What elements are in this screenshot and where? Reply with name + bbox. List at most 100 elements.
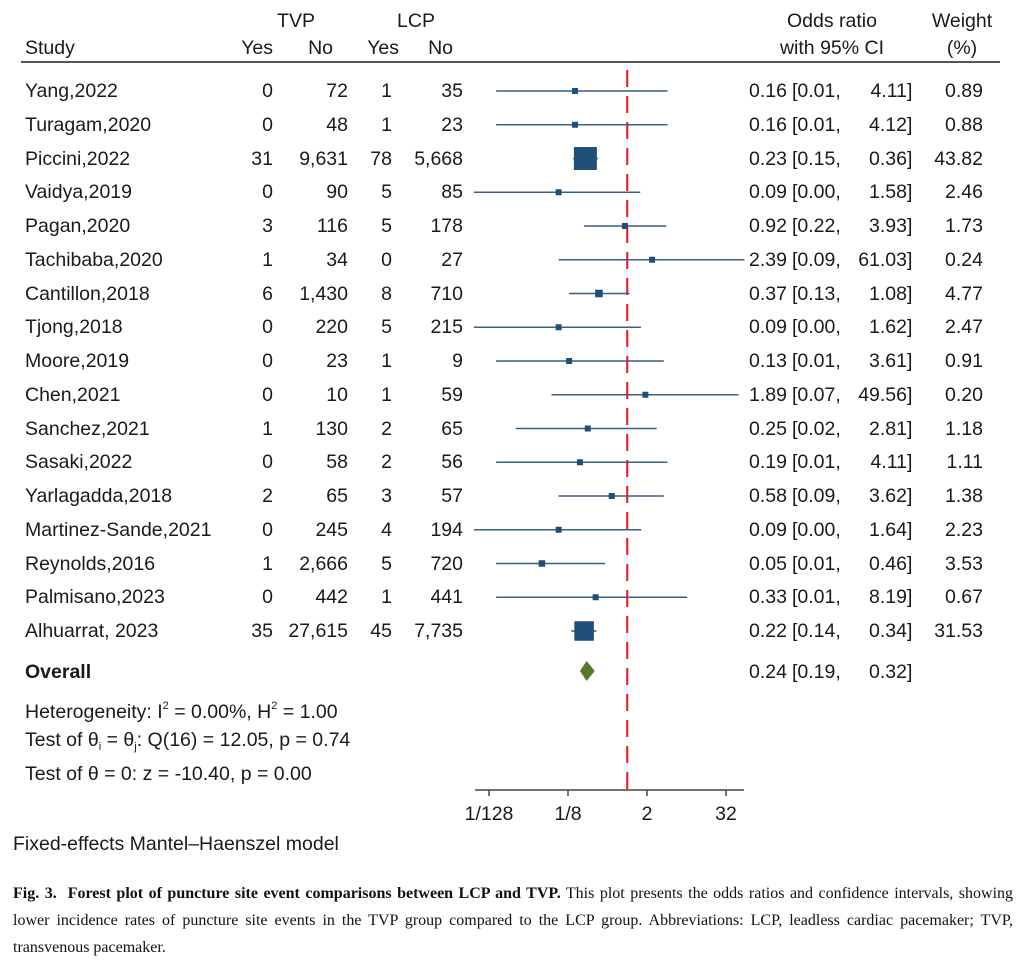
lcp-yes-cell: 1 [381,350,392,372]
lcp-yes-cell: 3 [381,485,392,507]
study-name: Yang,2022 [25,80,118,102]
study-marker [621,223,628,229]
lcp-no-cell: 35 [441,80,463,102]
tvp-yes-cell: 0 [262,451,273,474]
lcp-yes-cell: 5 [381,316,392,339]
study-marker [555,324,562,331]
ci-bracket: ] [907,350,913,372]
study-name: Piccini,2022 [25,147,131,170]
ci-upper: 8.19 [869,586,907,609]
study-marker [584,425,591,432]
tvp-no-cell: 2,666 [299,552,348,575]
lcp-yes-cell: 1 [381,80,392,102]
forest-plot: 1/128 1/8 2 32 [465,70,745,825]
lcp-yes-cell: 4 [381,518,392,541]
or-value: 0.16 [749,113,787,136]
tvp-yes-cell: 6 [262,282,273,305]
weight-value: 0.67 [945,586,983,609]
tvp-no-cell: 23 [326,350,348,372]
ci-lower: [0.01, [792,451,841,474]
tvp-no-cell: 442 [315,586,348,609]
ci-bracket: ] [907,383,913,406]
ci-upper: 0.46 [869,552,907,575]
tvp-no-cell: 27,615 [288,620,348,642]
lcp-yes-cell: 8 [381,282,392,305]
study-name: Sasaki,2022 [25,451,133,474]
tvp-no-cell: 48 [326,113,348,136]
ci-upper: 1.62 [869,316,907,339]
or-value: 0.24 [749,661,787,683]
ci-upper: 4.12 [869,113,907,136]
or-value: 0.22 [749,620,787,642]
tvp-no-cell: 9,631 [299,147,348,170]
lcp-no-cell: 215 [430,316,463,339]
ci-lower: [0.01, [792,350,841,372]
tvp-no-cell: 90 [326,181,348,204]
x-axis-tick-label: 1/128 [465,803,514,825]
ci-upper: 1.08 [869,282,907,305]
ci-lower: [0.01, [792,80,841,102]
tvp-yes-cell: 0 [262,350,273,372]
lcp-yes-cell: 0 [381,248,392,271]
weight-value: 2.46 [945,181,983,204]
weight-value: 43.82 [934,147,983,170]
tvp-yes-cell: 0 [262,113,273,136]
header-lcp-yes: Yes [367,37,399,59]
study-marker [576,459,583,466]
tvp-yes-cell: 0 [262,518,273,541]
lcp-no-cell: 441 [430,586,463,609]
ci-lower: [0.09, [792,248,841,271]
ci-lower: [0.01, [792,552,841,575]
ci-bracket: ] [907,661,913,683]
weight-value: 1.38 [945,485,983,507]
header-with-ci: with 95% CI [779,37,885,59]
study-name: Martinez-Sande,2021 [25,518,212,541]
lcp-no-cell: 65 [441,417,463,440]
study-marker [574,621,594,641]
lcp-no-cell: 57 [441,485,463,507]
header-study: Study [25,37,75,59]
ci-lower: [0.09, [792,485,841,507]
tvp-yes-cell: 1 [262,417,273,440]
or-value: 0.09 [749,181,787,204]
header-group-lcp: LCP [397,10,435,32]
ci-bracket: ] [907,485,913,507]
ci-lower: [0.01, [792,586,841,609]
weight-value: 1.18 [945,417,983,440]
study-marker [555,526,562,533]
ci-upper: 0.36 [869,147,907,170]
tvp-yes-cell: 0 [262,80,273,102]
x-axis-tick-label: 32 [715,803,737,825]
header-tvp-no: No [308,37,333,59]
ci-bracket: ] [907,282,913,305]
caption-body: This plot presents the odds ratios and c… [13,885,1014,956]
caption-label: Fig. 3. [13,885,57,902]
study-marker [649,256,656,263]
header-tvp-yes: Yes [241,37,273,59]
lcp-yes-cell: 5 [381,552,392,575]
lcp-yes-cell: 1 [381,586,392,609]
ci-bracket: ] [907,451,913,474]
ci-upper: 3.61 [869,350,907,372]
or-value: 0.16 [749,80,787,102]
ci-bracket: ] [907,316,913,339]
or-value: 0.19 [749,451,787,474]
ci-bracket: ] [907,147,913,170]
lcp-yes-cell: 78 [370,147,392,170]
tvp-yes-cell: 0 [262,316,273,339]
ci-bracket: ] [907,248,913,271]
ci-lower: [0.00, [792,316,841,339]
lcp-yes-cell: 2 [381,451,392,474]
lcp-yes-cell: 1 [381,113,392,136]
x-axis-tick-label: 1/8 [554,803,581,825]
or-value: 0.05 [749,552,787,575]
or-value: 0.25 [749,417,787,440]
weight-value: 0.20 [945,383,983,406]
header-group-tvp: TVP [277,10,315,32]
model-note: Fixed-effects Mantel–Haenszel model [13,833,339,855]
ci-lower: [0.15, [792,147,841,170]
weight-value: 3.53 [945,552,983,575]
figure-caption: Fig. 3. Forest plot of puncture site eve… [13,880,1013,961]
tvp-no-cell: 1,430 [299,282,348,305]
lcp-no-cell: 9 [452,350,463,372]
